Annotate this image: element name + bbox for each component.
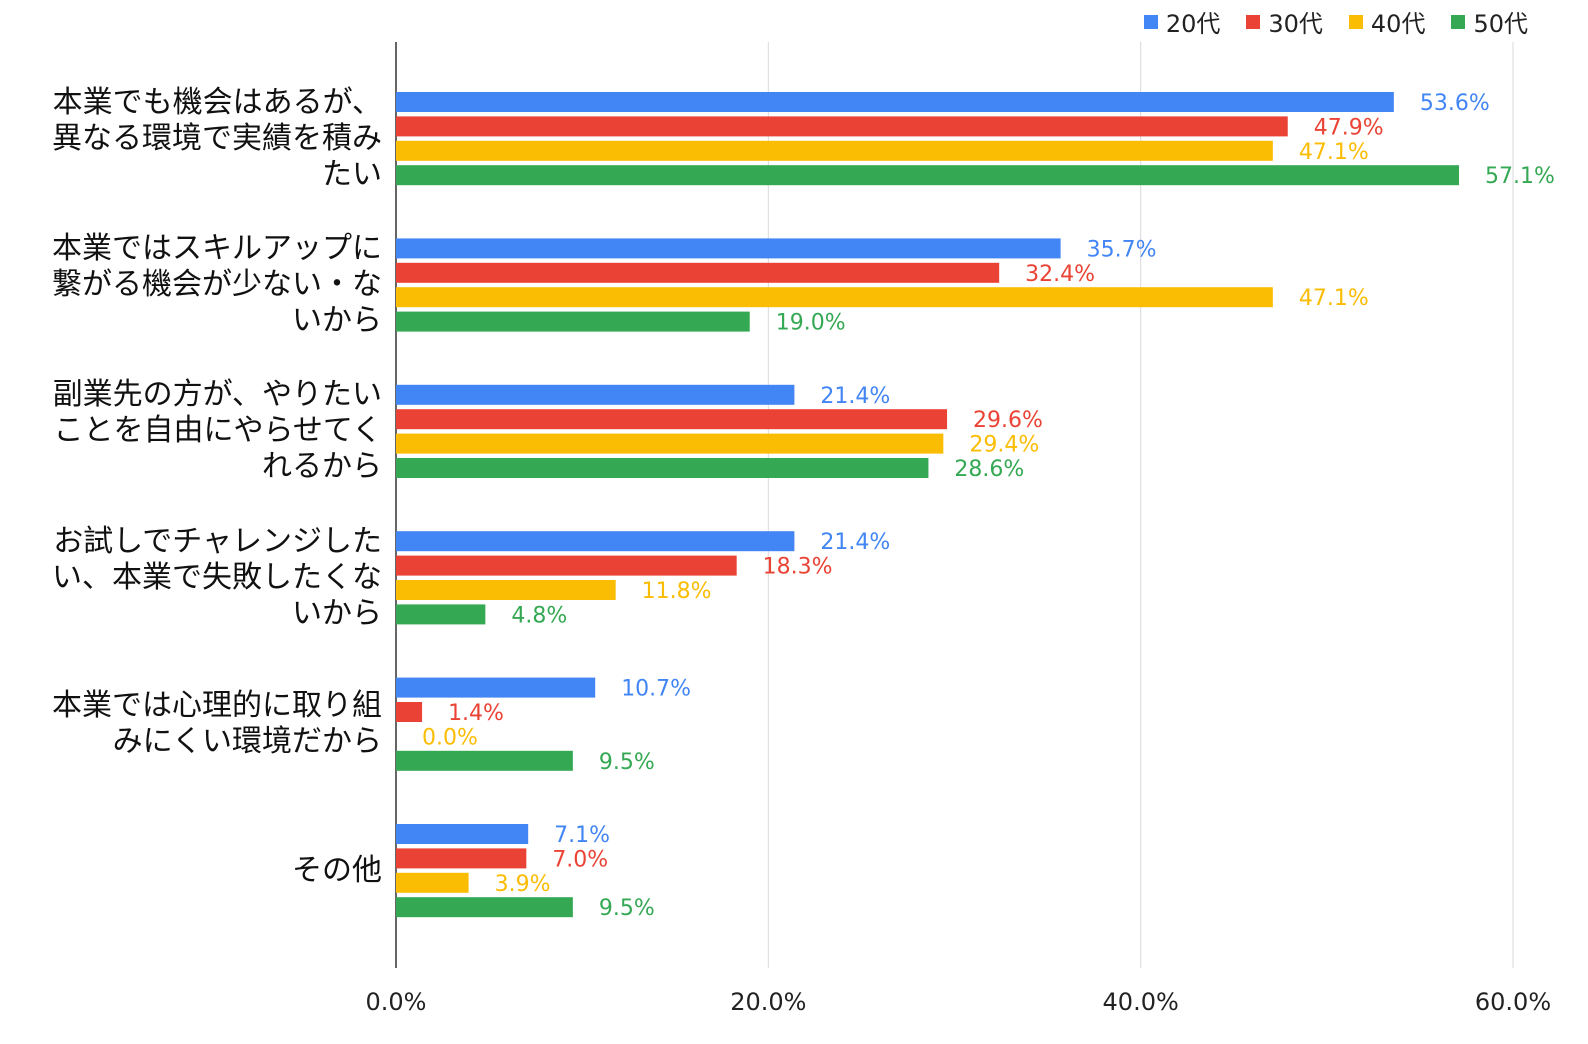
data-label: 21.4% — [820, 384, 890, 409]
data-label: 18.3% — [763, 555, 833, 580]
bar-40代 — [396, 140, 1273, 161]
bar-30代 — [396, 702, 423, 722]
bar-30代 — [396, 409, 948, 430]
chart-legend: 20代 30代 40代 50代 — [1143, 4, 1528, 39]
x-tick-label: 60.0% — [1474, 988, 1552, 1016]
data-label: 7.0% — [552, 847, 608, 872]
bar-50代 — [396, 897, 573, 918]
legend-swatch — [1348, 14, 1363, 29]
category-label: その他 — [292, 852, 382, 888]
bar-20代 — [396, 238, 1061, 259]
bar-30代 — [396, 116, 1288, 137]
legend-item: 50代 — [1451, 4, 1528, 39]
bar-40代 — [396, 580, 616, 600]
bar-40代 — [396, 287, 1273, 308]
bar-40代 — [396, 433, 944, 454]
data-label: 47.9% — [1314, 115, 1384, 140]
data-label: 21.4% — [820, 530, 890, 555]
legend-swatch — [1451, 14, 1466, 29]
x-tick-label: 40.0% — [1102, 988, 1179, 1016]
data-label: 1.4% — [448, 701, 504, 726]
bar-50代 — [396, 165, 1460, 186]
legend-item: 20代 — [1143, 4, 1221, 39]
category-label: お試しでチャレンジした い、本業で失敗したくな いから — [52, 523, 382, 631]
data-label: 4.8% — [511, 603, 567, 628]
data-label: 28.6% — [954, 457, 1024, 482]
data-label: 0.0% — [422, 725, 478, 750]
data-label: 57.1% — [1485, 164, 1555, 189]
bar-50代 — [396, 458, 929, 478]
bar-20代 — [396, 384, 795, 405]
legend-label: 40代 — [1370, 10, 1426, 38]
category-label: 副業先の方が、やりたい ことを自由にやらせてく れるから — [52, 377, 382, 485]
data-label: 47.1% — [1299, 140, 1369, 165]
data-label: 29.4% — [969, 433, 1039, 458]
data-label: 35.7% — [1087, 237, 1157, 262]
bar-20代 — [396, 92, 1394, 112]
bar-30代 — [396, 555, 737, 576]
legend-label: 20代 — [1165, 10, 1221, 38]
legend-item: 30代 — [1246, 4, 1323, 39]
data-label: 29.6% — [973, 408, 1043, 433]
data-label: 3.9% — [495, 872, 551, 897]
bar-20代 — [396, 824, 529, 844]
bar-30代 — [396, 262, 1000, 283]
data-label: 19.0% — [776, 311, 846, 336]
legend-label: 50代 — [1473, 10, 1528, 38]
category-label: 本業では心理的に取り組 みにくい環境だから — [52, 688, 382, 760]
bar-50代 — [396, 311, 750, 332]
category-label: 本業ではスキルアップに 繋がる機会が少ない・な いから — [52, 231, 382, 338]
bar-40代 — [396, 872, 469, 893]
bar-50代 — [396, 750, 573, 771]
data-label: 7.1% — [554, 823, 610, 848]
legend-swatch — [1143, 14, 1158, 29]
legend-item: 40代 — [1348, 4, 1426, 39]
legend-swatch — [1246, 14, 1261, 29]
legend-label: 30代 — [1268, 10, 1323, 38]
category-label: 本業でも機会はあるが、 異なる環境で実績を積み たい — [52, 84, 382, 192]
x-tick-label: 20.0% — [730, 988, 807, 1016]
data-label: 32.4% — [1025, 262, 1095, 287]
bar-20代 — [396, 677, 596, 698]
data-label: 9.5% — [599, 750, 655, 775]
data-label: 11.8% — [642, 579, 712, 604]
bar-30代 — [396, 848, 527, 869]
data-label: 47.1% — [1299, 286, 1369, 311]
data-label: 9.5% — [599, 896, 655, 921]
data-label: 53.6% — [1420, 91, 1490, 116]
bar-20代 — [396, 531, 795, 552]
data-label: 10.7% — [621, 677, 691, 702]
x-tick-label: 0.0% — [365, 988, 427, 1016]
bar-50代 — [396, 604, 486, 625]
